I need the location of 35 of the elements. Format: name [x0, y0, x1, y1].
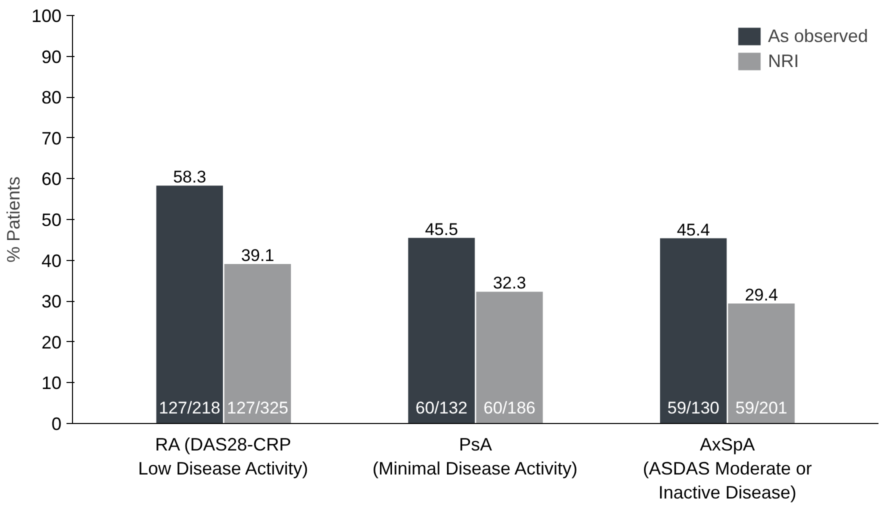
- bar: [156, 186, 223, 424]
- bar: [728, 304, 795, 424]
- annotation: 127/325: [226, 398, 288, 418]
- data-label: 29.4: [744, 286, 778, 305]
- annotation: 60/186: [484, 398, 536, 418]
- data-label: 58.3: [173, 168, 206, 187]
- x-tick-label: AxSpA (ASDAS Moderate or Inactive Disease): [642, 434, 812, 502]
- bar: [224, 264, 291, 424]
- legend-label: NRI: [768, 50, 799, 72]
- annotation: 60/132: [416, 398, 468, 418]
- bar: [476, 292, 543, 424]
- legend-label: As observed: [768, 26, 868, 46]
- y-axis-title: % Patients: [3, 176, 24, 263]
- y-tick-label: 10: [41, 373, 62, 394]
- annotation: 127/218: [158, 398, 220, 418]
- x-tick-label: RA (DAS28-CRP Low Disease Activity): [138, 434, 308, 478]
- bar: [660, 238, 727, 424]
- y-tick-label: 0: [51, 414, 62, 434]
- y-tick-label: 60: [41, 169, 62, 190]
- y-tick-label: 40: [41, 250, 62, 271]
- y-tick-label: 70: [41, 128, 62, 148]
- y-tick-label: 90: [41, 46, 62, 67]
- data-label: 45.4: [676, 220, 710, 240]
- y-tick-label: 80: [41, 88, 62, 108]
- y-tick-label: 30: [41, 292, 62, 312]
- annotation: 59/130: [667, 398, 720, 418]
- y-tick-label: 20: [41, 332, 62, 352]
- bar: [408, 238, 475, 424]
- annotation: 59/201: [735, 398, 788, 418]
- y-tick-label: 100: [31, 6, 62, 26]
- data-label: 39.1: [241, 246, 274, 265]
- y-tick-label: 50: [41, 210, 62, 230]
- x-tick-label: PsA (Minimal Disease Activity): [372, 434, 578, 478]
- data-label: 32.3: [492, 274, 526, 293]
- data-label: 45.5: [424, 220, 458, 239]
